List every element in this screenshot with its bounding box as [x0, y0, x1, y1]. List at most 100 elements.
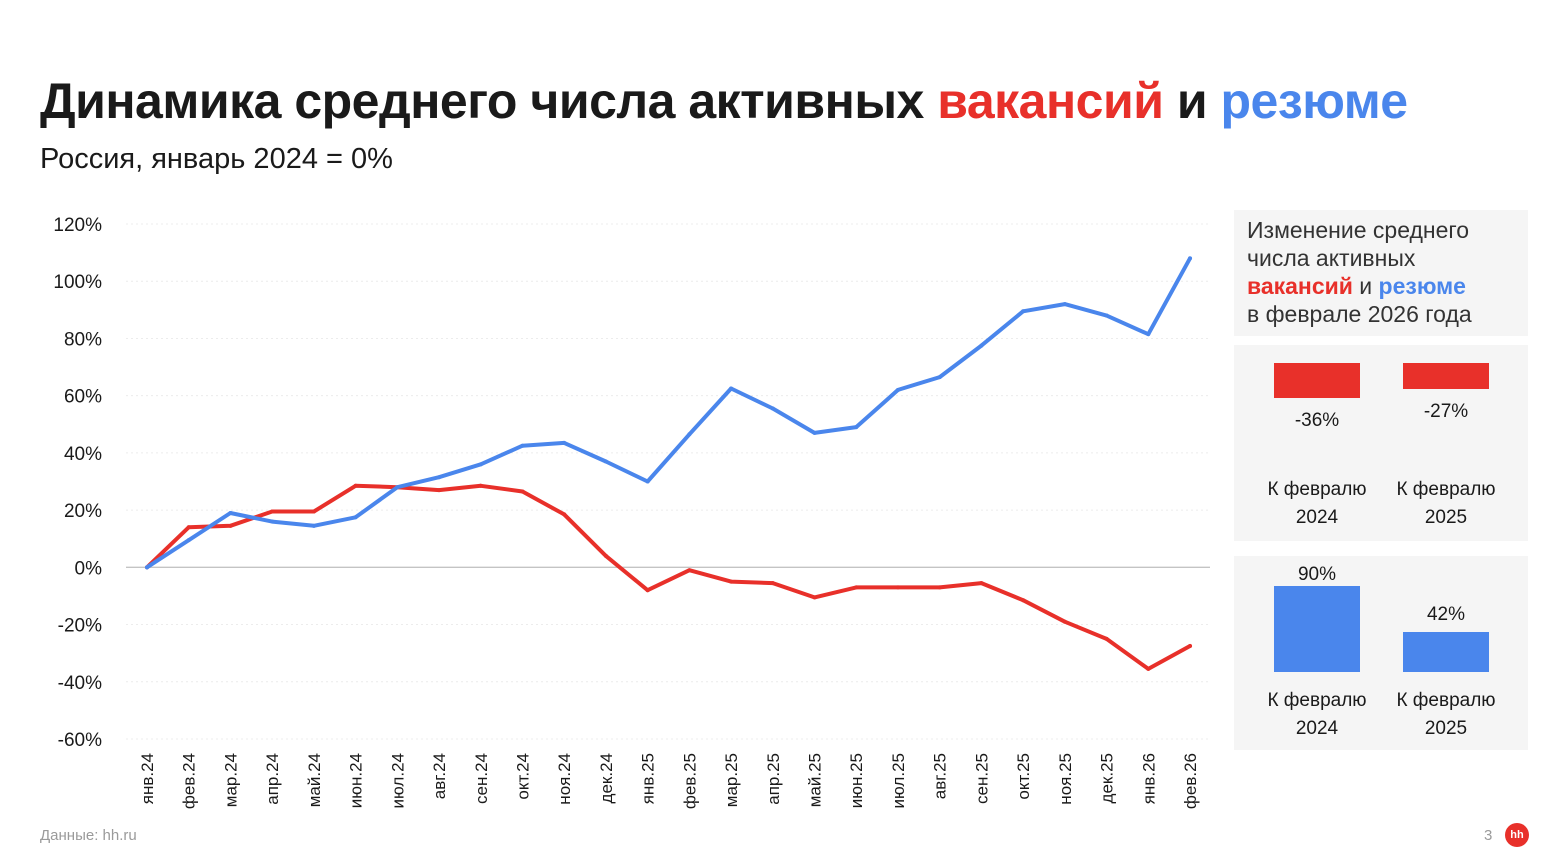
caption-line1: К февралю: [1396, 690, 1496, 711]
resumes-point: [1146, 332, 1151, 337]
vacancies-point: [1062, 619, 1067, 624]
resumes-point: [854, 425, 859, 430]
resumes-point: [395, 485, 400, 490]
caption-line2: 2024: [1295, 718, 1339, 739]
x-tick-label: янв.25: [639, 753, 658, 804]
summary-heading-line1: Изменение среднего: [1247, 217, 1470, 243]
x-tick-label: фев.24: [180, 753, 199, 809]
vacancies-point: [770, 581, 775, 586]
resumes-caption-feb2024: К февралю 2024: [1247, 687, 1387, 743]
resumes-point: [1062, 302, 1067, 307]
gridlines: [126, 223, 1210, 740]
x-tick-label: сен.25: [972, 753, 991, 804]
vacancies-point: [1146, 666, 1151, 671]
x-tick-label: май.24: [305, 753, 324, 807]
vacancies-value-feb2024: -36%: [1294, 409, 1340, 431]
resumes-point: [687, 432, 692, 437]
title-vacancies: вакансий: [937, 73, 1164, 129]
x-tick-label: дек.24: [597, 753, 616, 803]
x-tick-label: май.25: [806, 753, 825, 807]
data-source-note: Данные: hh.ru: [40, 827, 137, 844]
summary-heading-box: Изменение среднего числа активных ваканс…: [1234, 210, 1528, 336]
x-tick-label: авг.24: [430, 753, 449, 799]
y-tick-label: -40%: [58, 673, 102, 694]
x-tick-label: июл.24: [388, 753, 407, 808]
x-tick-label: фев.25: [680, 753, 699, 809]
y-tick-label: 120%: [53, 215, 102, 236]
line-chart: 120% 100% 80% 60% 40% 20% 0% -20% -40% -60% янв.2…: [53, 215, 1210, 809]
resumes-point: [186, 538, 191, 543]
caption-line1: К февралю: [1396, 479, 1496, 500]
vacancies-caption-feb2025: К февралю 2025: [1376, 476, 1516, 532]
vacancies-point: [311, 509, 316, 514]
vacancies-bar-feb2025: [1403, 363, 1489, 389]
resumes-bar-feb2024: [1274, 585, 1360, 672]
vacancies-bar-feb2024: [1274, 363, 1360, 398]
caption-line2: 2025: [1424, 507, 1468, 528]
resumes-caption-feb2025: К февралю 2025: [1376, 687, 1516, 743]
summary-heading-and: и: [1352, 273, 1379, 299]
vacancies-point: [645, 588, 650, 593]
caption-line1: К февралю: [1267, 479, 1367, 500]
x-tick-label: апр.24: [263, 753, 282, 805]
vacancies-point: [895, 585, 900, 590]
resumes-line: [145, 256, 1192, 570]
x-tick-label: апр.25: [764, 753, 783, 805]
resumes-point: [812, 430, 817, 435]
caption-line2: 2025: [1424, 718, 1468, 739]
resumes-point: [437, 475, 442, 480]
y-tick-label: -60%: [58, 730, 102, 751]
vacancies-change-box: -36% -27% К февралю 2024 К февралю 2025: [1234, 345, 1528, 541]
y-axis: 120% 100% 80% 60% 40% 20% 0% -20% -40% -60%: [53, 215, 102, 751]
resumes-point: [645, 479, 650, 484]
summary-heading-line4: в феврале 2026 года: [1247, 301, 1472, 327]
y-tick-label: 40%: [64, 444, 102, 465]
series-lines: [145, 256, 1192, 671]
vacancies-point: [1021, 598, 1026, 603]
vacancies-point: [562, 512, 567, 517]
resumes-point: [1021, 309, 1026, 314]
vacancies-point: [854, 585, 859, 590]
resumes-point: [311, 523, 316, 528]
resumes-value-feb2024: 90%: [1297, 563, 1337, 585]
resumes-point: [1104, 313, 1109, 318]
title-and: и: [1163, 73, 1221, 129]
x-tick-label: сен.24: [472, 753, 491, 804]
vacancies-caption-feb2024: К февралю 2024: [1247, 476, 1387, 532]
summary-heading-vacancies: вакансий: [1247, 273, 1353, 299]
resumes-point: [562, 440, 567, 445]
x-tick-label: июн.25: [847, 753, 866, 808]
vacancies-point: [603, 553, 608, 558]
caption-line2: 2024: [1295, 507, 1339, 528]
title-prefix: Динамика среднего числа активных: [40, 73, 938, 129]
x-tick-label: ноя.24: [555, 753, 574, 805]
vacancies-point: [186, 525, 191, 530]
vacancies-point: [812, 595, 817, 600]
resumes-point: [478, 462, 483, 467]
resumes-point: [270, 519, 275, 524]
x-tick-label: мар.25: [722, 753, 741, 807]
vacancies-value-feb2025: -27%: [1423, 400, 1469, 422]
x-tick-label: окт.24: [513, 753, 532, 800]
vacancies-point: [478, 483, 483, 488]
x-tick-label: июл.25: [889, 753, 908, 808]
x-tick-label: окт.25: [1014, 753, 1033, 800]
resumes-value-feb2025: 42%: [1426, 603, 1466, 625]
resumes-point: [729, 386, 734, 391]
vacancies-point: [687, 568, 692, 573]
resumes-point: [895, 387, 900, 392]
x-tick-label: фев.26: [1181, 753, 1200, 809]
y-tick-label: 60%: [64, 387, 102, 408]
summary-heading-line2: числа активных: [1247, 245, 1416, 271]
vacancies-line: [145, 483, 1192, 671]
summary-heading-resumes: резюме: [1378, 273, 1466, 299]
vacancies-point: [979, 581, 984, 586]
title-resumes: резюме: [1220, 73, 1408, 129]
x-tick-label: дек.25: [1098, 753, 1117, 803]
summary-heading: Изменение среднего числа активных ваканс…: [1247, 216, 1472, 328]
page-title: Динамика среднего числа активных ваканси…: [40, 72, 1408, 130]
x-tick-label: ноя.25: [1056, 753, 1075, 805]
x-tick-label: янв.24: [138, 753, 157, 804]
vacancies-point: [729, 579, 734, 584]
vacancies-point: [228, 523, 233, 528]
